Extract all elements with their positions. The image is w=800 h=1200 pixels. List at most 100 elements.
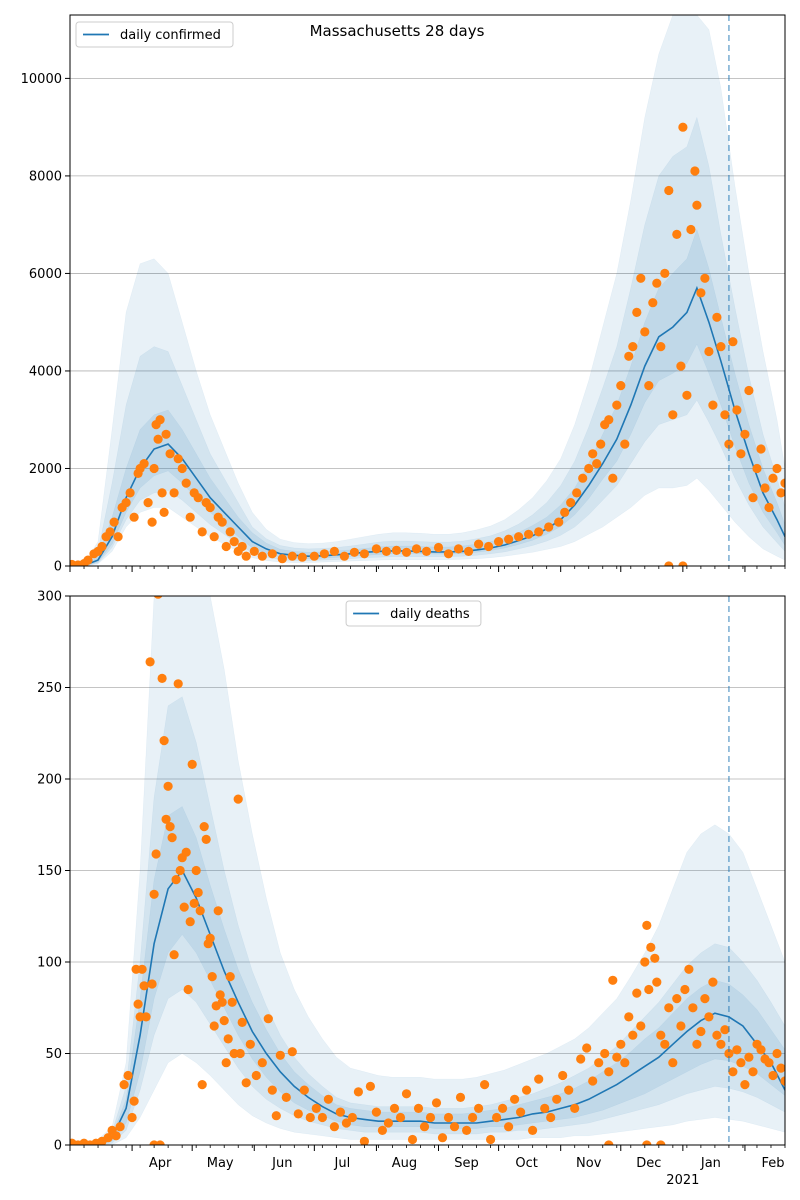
data-point [179, 902, 189, 912]
data-point [183, 984, 193, 995]
x-year-label: 2021 [666, 1173, 699, 1188]
data-point [339, 551, 349, 561]
data-point [644, 984, 654, 995]
data-point [443, 1112, 454, 1123]
data-point [700, 994, 710, 1004]
data-point [708, 400, 718, 410]
data-point [474, 1103, 484, 1113]
data-point [628, 1030, 638, 1040]
data-point [215, 990, 225, 1000]
data-point [311, 1103, 321, 1113]
data-point [668, 1058, 678, 1068]
data-point [225, 527, 235, 537]
data-point [437, 1133, 448, 1143]
data-point [656, 1030, 666, 1040]
legend-box [345, 600, 482, 627]
data-point [257, 551, 267, 561]
data-point [680, 984, 690, 995]
data-point [620, 439, 630, 449]
data-point [235, 1048, 245, 1059]
data-point [207, 972, 217, 982]
data-point [443, 549, 454, 559]
data-point [736, 449, 746, 459]
data-point [504, 534, 514, 544]
plot-area [70, 15, 785, 566]
data-point [391, 545, 402, 556]
data-point [686, 224, 696, 235]
data-point [740, 429, 750, 439]
data-point [604, 1067, 614, 1077]
data-point [672, 229, 682, 239]
data-point [433, 542, 444, 553]
data-point [516, 1107, 526, 1117]
data-point [197, 1080, 207, 1090]
data-point [119, 1080, 129, 1090]
data-point [129, 512, 139, 522]
data-point [672, 994, 682, 1004]
data-point [185, 917, 195, 927]
data-point [169, 950, 179, 960]
data-point [756, 444, 766, 454]
data-point [133, 999, 143, 1009]
data-point [696, 1026, 706, 1037]
y-tick-label: 0 [54, 1139, 62, 1154]
data-point [664, 561, 674, 566]
data-point [640, 957, 650, 967]
data-point [652, 278, 662, 288]
data-point [696, 288, 706, 298]
data-point [157, 673, 167, 684]
data-point [241, 551, 251, 561]
data-point [616, 381, 626, 391]
data-point [323, 1094, 333, 1104]
data-point [181, 847, 191, 857]
figure-title: Massachusetts 28 days [310, 22, 485, 40]
data-point [299, 1085, 309, 1095]
data-point [684, 964, 694, 974]
data-point [748, 1067, 758, 1077]
data-point [233, 794, 243, 804]
data-point [165, 822, 175, 832]
data-point [632, 988, 642, 998]
data-point [189, 898, 199, 909]
data-point [552, 1094, 562, 1104]
data-point [123, 1070, 133, 1081]
data-point [712, 1030, 722, 1040]
data-point [199, 822, 209, 832]
data-point [554, 517, 564, 527]
x-month-label-jun: Jun [271, 1156, 292, 1171]
data-point [237, 1017, 247, 1027]
data-point [748, 493, 758, 503]
data-point [604, 415, 614, 425]
data-point [509, 1094, 520, 1104]
data-point [646, 942, 656, 953]
data-point [169, 488, 179, 498]
data-point [159, 507, 169, 517]
data-point [772, 1048, 782, 1059]
data-point [195, 906, 205, 916]
x-month-label-sep: Sep [454, 1156, 479, 1171]
data-point [724, 1048, 734, 1059]
data-point [149, 889, 159, 899]
data-point [217, 997, 227, 1007]
data-point [359, 1136, 369, 1145]
data-point [692, 1039, 702, 1049]
data-point [161, 429, 171, 439]
data-point [365, 1081, 375, 1091]
data-point [167, 833, 177, 843]
data-point [347, 1112, 357, 1123]
uncertainty-band-1 [70, 596, 785, 1145]
data-point [608, 975, 618, 985]
data-point [201, 834, 211, 845]
data-point [780, 1076, 785, 1086]
data-point [612, 1052, 622, 1062]
data-point [582, 1043, 592, 1053]
data-point [474, 539, 484, 549]
data-point [353, 1087, 363, 1097]
legend: daily deaths [345, 600, 482, 627]
data-point [129, 1096, 139, 1106]
data-point [139, 459, 149, 469]
data-point [764, 502, 774, 513]
data-point [111, 1131, 121, 1141]
data-point [704, 1012, 714, 1022]
